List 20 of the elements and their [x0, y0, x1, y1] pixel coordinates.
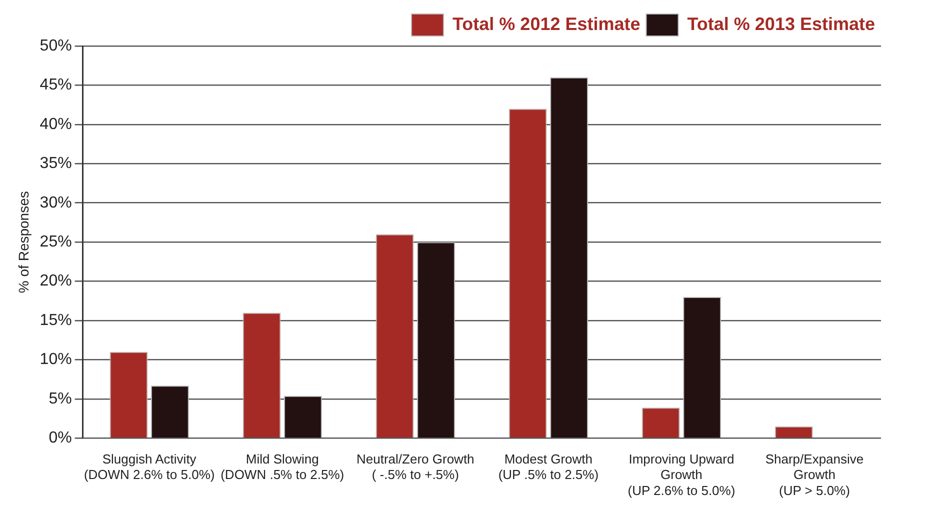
y-tick-label: 50% [40, 37, 72, 54]
y-tick-label: 30% [40, 194, 72, 212]
x-tick-label: Improving Upward Growth (UP 2.6% to 5.0%) [628, 452, 736, 498]
y-tick-label: 45% [40, 76, 72, 94]
y-tick-label: 20% [40, 272, 72, 290]
y-axis-title: % of Responses [15, 191, 32, 294]
x-tick-label: Modest Growth (UP .5% to 2.5%) [498, 452, 599, 482]
x-tick-label: Sluggish Activity (DOWN 2.6% to 5.0%) [84, 452, 215, 482]
legend-label: Total % 2013 Estimate [687, 14, 876, 34]
y-tick-label: 25% [40, 234, 72, 251]
y-tick-label: 15% [40, 312, 72, 329]
x-tick-label: Mild Slowing (DOWN .5% to 2.5%) [220, 452, 344, 482]
y-tick-label: 40% [40, 116, 72, 133]
y-tick-label: 0% [48, 430, 72, 447]
legend-label: Total % 2012 Estimate [452, 14, 640, 34]
x-tick-label: Neutral/Zero Growth ( -.5% to +.5%) [356, 452, 474, 482]
y-tick-label: 5% [48, 390, 72, 408]
x-tick-label: Sharp/Expansive Growth (UP > 5.0%) [765, 452, 864, 498]
y-tick-label: 35% [40, 155, 72, 172]
y-tick-label: 10% [40, 351, 72, 368]
